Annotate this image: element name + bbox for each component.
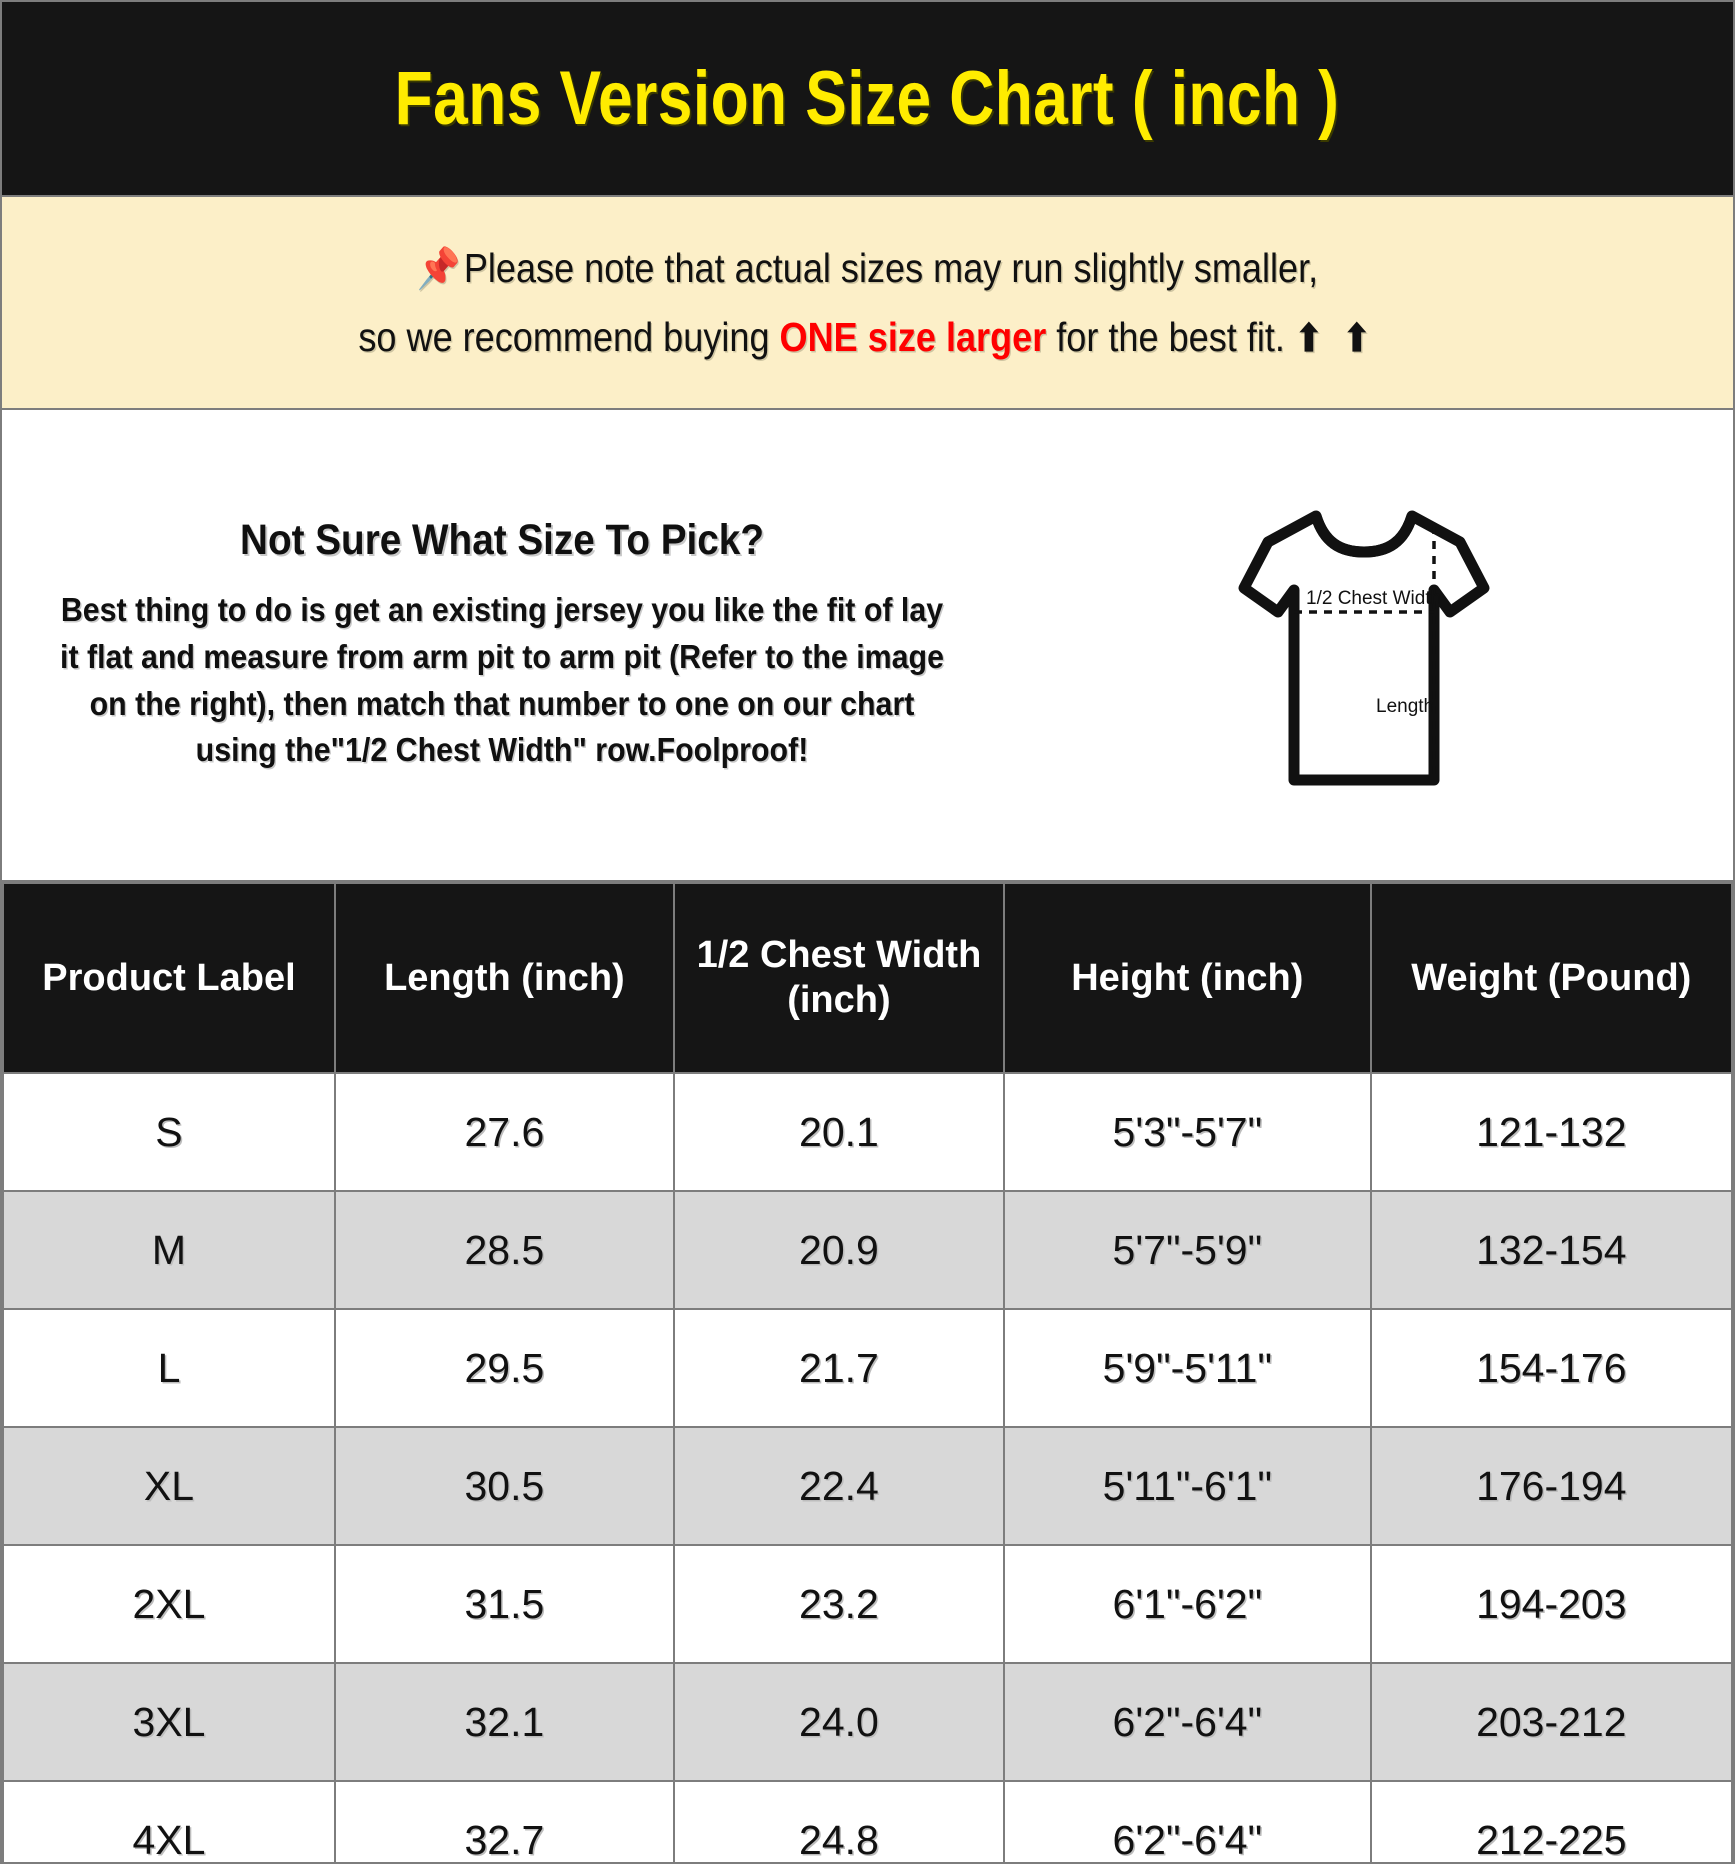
cell-weight: 176-194 bbox=[1369, 1426, 1733, 1546]
table-row: 2XL 31.5 23.2 6'1"-6'2" 194-203 bbox=[2, 1544, 1733, 1664]
cell-length: 27.6 bbox=[333, 1072, 675, 1192]
cell-chest-width: 24.8 bbox=[672, 1780, 1006, 1862]
cell-product-label: 2XL bbox=[2, 1544, 336, 1664]
table-row: 3XL 32.1 24.0 6'2"-6'4" 203-212 bbox=[2, 1662, 1733, 1782]
cell-height: 5'3"-5'7" bbox=[1003, 1072, 1372, 1192]
size-table-container: Product Label Length (inch) 1/2 Chest Wi… bbox=[2, 880, 1733, 1862]
sizing-help-text: Not Sure What Size To Pick? Best thing t… bbox=[2, 516, 1002, 774]
cell-weight: 121-132 bbox=[1369, 1072, 1733, 1192]
cell-weight: 194-203 bbox=[1369, 1544, 1733, 1664]
table-row: XL 30.5 22.4 5'11"-6'1" 176-194 bbox=[2, 1426, 1733, 1546]
cell-height: 6'2"-6'4" bbox=[1003, 1780, 1372, 1862]
column-header-product-label: Product Label bbox=[2, 882, 336, 1074]
sizing-help-section: Not Sure What Size To Pick? Best thing t… bbox=[2, 410, 1733, 880]
table-row: S 27.6 20.1 5'3"-5'7" 121-132 bbox=[2, 1072, 1733, 1192]
size-table: Product Label Length (inch) 1/2 Chest Wi… bbox=[2, 882, 1733, 1862]
cell-weight: 132-154 bbox=[1369, 1190, 1733, 1310]
up-arrow-icon: ⬆ ⬆ bbox=[1295, 317, 1377, 360]
cell-chest-width: 22.4 bbox=[672, 1426, 1006, 1546]
cell-length: 32.1 bbox=[333, 1662, 675, 1782]
cell-weight: 212-225 bbox=[1369, 1780, 1733, 1862]
table-header-row: Product Label Length (inch) 1/2 Chest Wi… bbox=[2, 882, 1733, 1074]
cell-chest-width: 21.7 bbox=[672, 1308, 1006, 1428]
pushpin-icon: 📌 bbox=[416, 246, 461, 291]
cell-product-label: 4XL bbox=[2, 1780, 336, 1862]
cell-weight: 203-212 bbox=[1369, 1662, 1733, 1782]
cell-product-label: 3XL bbox=[2, 1662, 336, 1782]
cell-height: 5'11"-6'1" bbox=[1003, 1426, 1372, 1546]
size-table-body: S 27.6 20.1 5'3"-5'7" 121-132 M 28.5 20.… bbox=[2, 1072, 1733, 1862]
column-header-height: Height (inch) bbox=[1003, 882, 1372, 1074]
notice-line-2-prefix: so we recommend buying bbox=[358, 313, 780, 360]
notice-line-2: so we recommend buying ONE size larger f… bbox=[359, 314, 1377, 361]
column-header-weight: Weight (Pound) bbox=[1369, 882, 1733, 1074]
table-row: 4XL 32.7 24.8 6'2"-6'4" 212-225 bbox=[2, 1780, 1733, 1862]
sizing-help-body: Best thing to do is get an existing jers… bbox=[60, 590, 944, 769]
notice-line-1: 📌Please note that actual sizes may run s… bbox=[417, 245, 1319, 292]
cell-product-label: M bbox=[2, 1190, 336, 1310]
table-row: M 28.5 20.9 5'7"-5'9" 132-154 bbox=[2, 1190, 1733, 1310]
cell-height: 5'9"-5'11" bbox=[1003, 1308, 1372, 1428]
cell-height: 5'7"-5'9" bbox=[1003, 1190, 1372, 1310]
chart-title-bar: Fans Version Size Chart ( inch ) bbox=[2, 2, 1733, 195]
column-header-chest-width: 1/2 Chest Width (inch) bbox=[672, 882, 1006, 1074]
cell-product-label: XL bbox=[2, 1426, 336, 1546]
cell-product-label: L bbox=[2, 1308, 336, 1428]
cell-height: 6'2"-6'4" bbox=[1003, 1662, 1372, 1782]
tshirt-icon: 1/2 Chest Width Length bbox=[1238, 510, 1489, 786]
cell-chest-width: 23.2 bbox=[672, 1544, 1006, 1664]
size-table-head: Product Label Length (inch) 1/2 Chest Wi… bbox=[2, 882, 1733, 1074]
notice-line-1-text: Please note that actual sizes may run sl… bbox=[464, 244, 1319, 291]
cell-weight: 154-176 bbox=[1369, 1308, 1733, 1428]
column-header-length: Length (inch) bbox=[333, 882, 675, 1074]
notice-line-2-suffix: for the best fit. bbox=[1046, 313, 1296, 360]
cell-length: 32.7 bbox=[333, 1780, 675, 1862]
cell-chest-width: 24.0 bbox=[672, 1662, 1006, 1782]
notice-banner: 📌Please note that actual sizes may run s… bbox=[2, 195, 1733, 410]
cell-length: 31.5 bbox=[333, 1544, 675, 1664]
tshirt-diagram: 1/2 Chest Width Length bbox=[1002, 480, 1723, 810]
notice-emphasis: ONE size larger bbox=[779, 313, 1047, 360]
cell-chest-width: 20.1 bbox=[672, 1072, 1006, 1192]
page-title: Fans Version Size Chart ( inch ) bbox=[395, 56, 1340, 141]
table-row: L 29.5 21.7 5'9"-5'11" 154-176 bbox=[2, 1308, 1733, 1428]
cell-length: 28.5 bbox=[333, 1190, 675, 1310]
cell-product-label: S bbox=[2, 1072, 336, 1192]
cell-chest-width: 20.9 bbox=[672, 1190, 1006, 1310]
tshirt-collar bbox=[1310, 514, 1417, 558]
sizing-help-heading: Not Sure What Size To Pick? bbox=[240, 515, 764, 564]
cell-length: 29.5 bbox=[333, 1308, 675, 1428]
length-measure-label: Length bbox=[1376, 696, 1434, 717]
cell-length: 30.5 bbox=[333, 1426, 675, 1546]
cell-height: 6'1"-6'2" bbox=[1003, 1544, 1372, 1664]
chest-measure-label: 1/2 Chest Width bbox=[1306, 588, 1441, 609]
